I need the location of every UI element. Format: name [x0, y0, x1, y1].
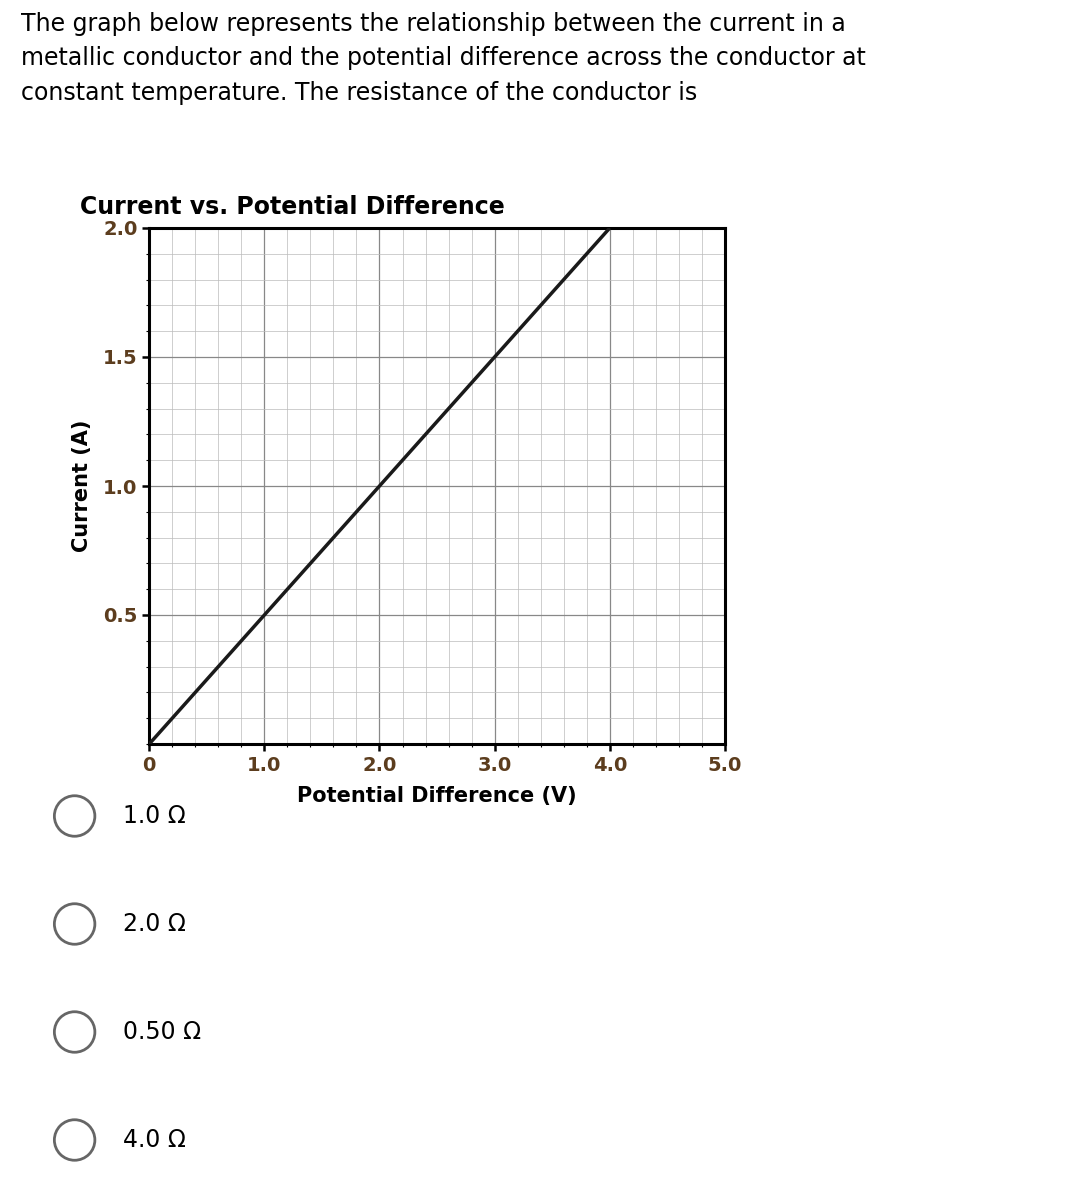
Text: 4.0 Ω: 4.0 Ω: [123, 1128, 185, 1152]
Text: The graph below represents the relationship between the current in a
metallic co: The graph below represents the relations…: [21, 12, 867, 104]
Text: 2.0 Ω: 2.0 Ω: [123, 912, 185, 936]
Text: 0.50 Ω: 0.50 Ω: [123, 1020, 200, 1044]
Text: Current vs. Potential Difference: Current vs. Potential Difference: [80, 196, 505, 220]
Text: 1.0 Ω: 1.0 Ω: [123, 804, 185, 828]
Y-axis label: Current (A): Current (A): [71, 420, 92, 552]
X-axis label: Potential Difference (V): Potential Difference (V): [297, 786, 577, 806]
